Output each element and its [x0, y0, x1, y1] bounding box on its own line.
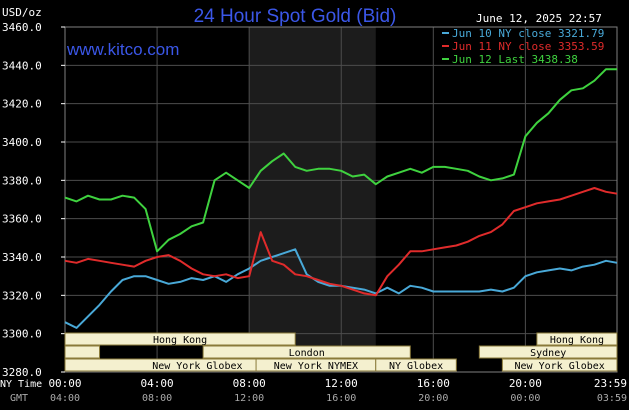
ny-tick-label: 12:00: [325, 377, 358, 390]
series-line-jun11: [64, 187, 618, 297]
y-tick-label: 3420.0: [2, 98, 42, 111]
y-tick-label: 3460.0: [2, 21, 42, 34]
session-bar: [501, 358, 618, 372]
ny-tick-label: 16:00: [417, 377, 450, 390]
gmt-tick-label: 00:00: [510, 393, 540, 404]
y-tick-label: 3280.0: [2, 366, 42, 379]
y-tick-label: 3400.0: [2, 136, 42, 149]
y-tick-label: 3360.0: [2, 213, 42, 226]
y-tick-label: 3440.0: [2, 59, 42, 72]
y-tick-label: 3340.0: [2, 251, 42, 264]
gmt-tick-label: 20:00: [418, 393, 448, 404]
gmt-tick-label: 12:00: [234, 393, 264, 404]
site-link[interactable]: www.kitco.com: [66, 40, 179, 59]
session-bar: [375, 358, 457, 372]
shaded-session-region: [249, 27, 376, 372]
trading-sessions: Hong Kong London New York Globex New York N…: [64, 332, 618, 372]
unit-label: USD/oz: [2, 6, 42, 19]
plot-border: [64, 26, 618, 373]
ny-tick-label: 08:00: [233, 377, 266, 390]
grid: [64, 26, 618, 373]
legend-entry: Jun 10 NY close 3321.79: [452, 27, 604, 40]
gmt-tick-label: 08:00: [142, 393, 172, 404]
ny-tick-label: 23:59: [594, 377, 627, 390]
gmt-tick-label: 16:00: [326, 393, 356, 404]
ny-time-label: NY Time: [0, 379, 42, 390]
y-axis: 3280.0 3300.0 3320.0 3340.0 3360.0 3380.0 3400…: [2, 21, 65, 379]
gmt-label: GMT: [10, 393, 28, 404]
session-label: Hong Kong: [153, 335, 207, 346]
session-bar: [64, 345, 101, 359]
session-label: London: [289, 348, 325, 359]
ny-tick-label: 00:00: [48, 377, 81, 390]
session-label: Sydney: [530, 348, 566, 359]
y-tick-label: 3320.0: [2, 289, 42, 302]
ny-tick-label: 04:00: [141, 377, 174, 390]
gmt-tick-label: 03:59: [597, 393, 627, 404]
legend-entry: Jun 11 NY close 3353.59: [452, 40, 604, 53]
session-bar: [202, 345, 411, 359]
legend-entry: Jun 12 Last 3438.38: [452, 53, 578, 66]
shade-rect: [249, 27, 376, 372]
session-label: New York NYMEX: [274, 361, 358, 372]
session-bar: [536, 332, 618, 346]
gmt-tick-label: 04:00: [50, 393, 80, 404]
series-lines: [64, 68, 618, 329]
y-tick-label: 3380.0: [2, 174, 42, 187]
session-label: New York Globex: [152, 361, 242, 372]
x-axis: NY Time GMT 00:00 04:00 04:00 08:00 08:00 12:00…: [0, 377, 627, 404]
session-bar: [478, 345, 618, 359]
series-line-jun12: [64, 68, 617, 253]
session-bar: [64, 332, 296, 346]
session-label: New York Globex: [515, 361, 605, 372]
session-label: Hong Kong: [550, 335, 604, 346]
session-label: NY Globex: [389, 361, 443, 372]
ny-tick-label: 20:00: [509, 377, 542, 390]
timestamp: June 12, 2025 22:57: [476, 12, 602, 25]
chart-title: 24 Hour Spot Gold (Bid): [194, 6, 397, 27]
y-tick-label: 3300.0: [2, 328, 42, 341]
